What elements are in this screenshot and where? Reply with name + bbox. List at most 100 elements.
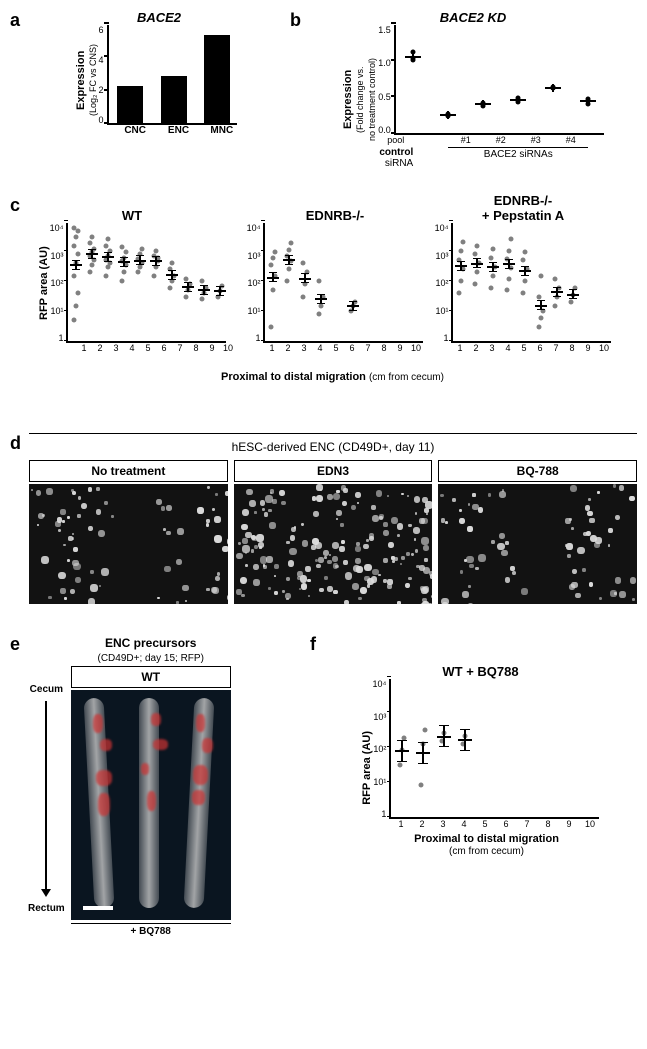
rfp-signal: [141, 763, 149, 775]
panel-e-label: e: [10, 634, 20, 937]
xtick-label: 2: [280, 343, 296, 353]
xtick-label: 4: [500, 343, 516, 353]
scratch-assay-image: [438, 484, 637, 604]
ytick-label: 6: [99, 25, 104, 35]
rfp-signal: [98, 793, 110, 816]
data-point: [459, 249, 464, 254]
xtick-label: 6: [532, 343, 548, 353]
xtick-label: 8: [376, 343, 392, 353]
xtick-label: 1: [391, 819, 412, 829]
scratch-assay-image: [234, 484, 433, 604]
data-point: [319, 303, 324, 308]
ylabel: RFP area (AU): [38, 223, 50, 343]
data-point: [72, 318, 77, 323]
panel-f-title: WT + BQ788: [442, 664, 518, 679]
panel-a-plot: [107, 25, 237, 125]
data-point: [569, 299, 574, 304]
panel-f: f WT + BQ788 RFP area (AU) 110¹10²10³10⁴…: [310, 634, 637, 937]
panel-f-xticks: 12345678910: [391, 819, 601, 829]
xtick-label: 3: [296, 343, 312, 353]
xtick-label: 10: [596, 343, 612, 353]
data-point: [317, 279, 322, 284]
data-point: [106, 237, 111, 242]
rfp-signal: [202, 738, 213, 753]
xtick-label: 2: [412, 819, 433, 829]
data-point: [553, 303, 558, 308]
ytick-label: 10²: [435, 278, 449, 288]
ytick-label: 10²: [50, 278, 64, 288]
data-point: [539, 273, 544, 278]
panel-d-grid: No treatmentEDN3BQ-788: [29, 460, 637, 604]
panel-b-ylabel: Expression (Fold change vs. no treatment…: [342, 58, 378, 141]
ytick-label: 10⁴: [435, 223, 449, 233]
xtick-label: 5: [516, 343, 532, 353]
xtick-label: 6: [496, 819, 517, 829]
xtick-label: 9: [204, 343, 220, 353]
data-point: [537, 324, 542, 329]
ytick-label: 1: [373, 809, 387, 819]
data-point: [200, 279, 205, 284]
data-point: [88, 269, 93, 274]
data-point: [418, 783, 423, 788]
ytick-label: 10⁴: [373, 679, 387, 689]
data-point: [491, 246, 496, 251]
panel-a-xticks: CNCENCMNC: [114, 125, 244, 136]
panel-e-box: WT: [71, 666, 231, 688]
xtick-label: 9: [559, 819, 580, 829]
row-ab: a BACE2 Expression (Log₂ FC vs CNS) 6420…: [10, 10, 637, 175]
ytick-label: 0.0: [378, 125, 391, 135]
data-point: [489, 285, 494, 290]
panel-f-ylabel: RFP area (AU): [361, 731, 373, 805]
panel-c-xlabel: Proximal to distal migration (cm from ce…: [28, 371, 637, 383]
xtick-label: #3: [526, 135, 546, 145]
xtick-label: #1: [456, 135, 476, 145]
data-point: [473, 281, 478, 286]
arrow-down-icon: [41, 701, 51, 897]
data-point: [523, 279, 528, 284]
scratch-assay-image: [29, 484, 228, 604]
panel-e-rectum: Rectum: [28, 903, 65, 914]
xtick-label: 4: [454, 819, 475, 829]
xtick-label: 1: [452, 343, 468, 353]
xtick-label: ENC: [157, 125, 200, 136]
data-point: [184, 294, 189, 299]
data-point: [154, 249, 159, 254]
data-point: [491, 273, 496, 278]
panel-d-header: hESC-derived ENC (CD49D+, day 11): [220, 440, 447, 454]
xtick-label: 1: [76, 343, 92, 353]
panel-e-side: Cecum Rectum: [28, 684, 65, 914]
row-c: c WTRFP area (AU)110¹10²10³10⁴1234567891…: [10, 195, 637, 383]
data-point: [90, 262, 95, 267]
panel-c-label: c: [10, 195, 20, 383]
data-point: [72, 273, 77, 278]
subplot-title: WT: [122, 195, 142, 223]
data-point: [507, 276, 512, 281]
data-point: [74, 234, 79, 239]
panel-d-label: d: [10, 433, 21, 604]
data-point: [475, 269, 480, 274]
data-point: [140, 246, 145, 251]
panel-a-ylabel: Expression (Log₂ FC vs CNS): [75, 44, 99, 116]
rfp-signal: [153, 739, 168, 750]
data-point: [74, 303, 79, 308]
xtick-label: 2: [468, 343, 484, 353]
ytick-label: 1.5: [378, 25, 391, 35]
bar: [161, 76, 187, 123]
data-point: [475, 243, 480, 248]
xtick-label: CNC: [114, 125, 157, 136]
ytick-label: 10²: [373, 744, 387, 754]
xtick-label: #2: [491, 135, 511, 145]
xtick-label: 2: [92, 343, 108, 353]
panel-f-plot: [389, 679, 599, 819]
panel-b: b BACE2 KD Expression (Fold change vs. n…: [290, 10, 637, 175]
data-point: [200, 297, 205, 302]
data-point: [271, 288, 276, 293]
ytick-label: 10³: [50, 251, 64, 261]
panel-b-plot: [394, 25, 604, 135]
data-point: [505, 288, 510, 293]
panel-e: e Cecum Rectum ENC precursors (CD49D+; d…: [10, 634, 310, 937]
data-point: [124, 250, 129, 255]
rfp-signal: [192, 790, 205, 804]
data-point: [459, 279, 464, 284]
data-point: [88, 241, 93, 246]
